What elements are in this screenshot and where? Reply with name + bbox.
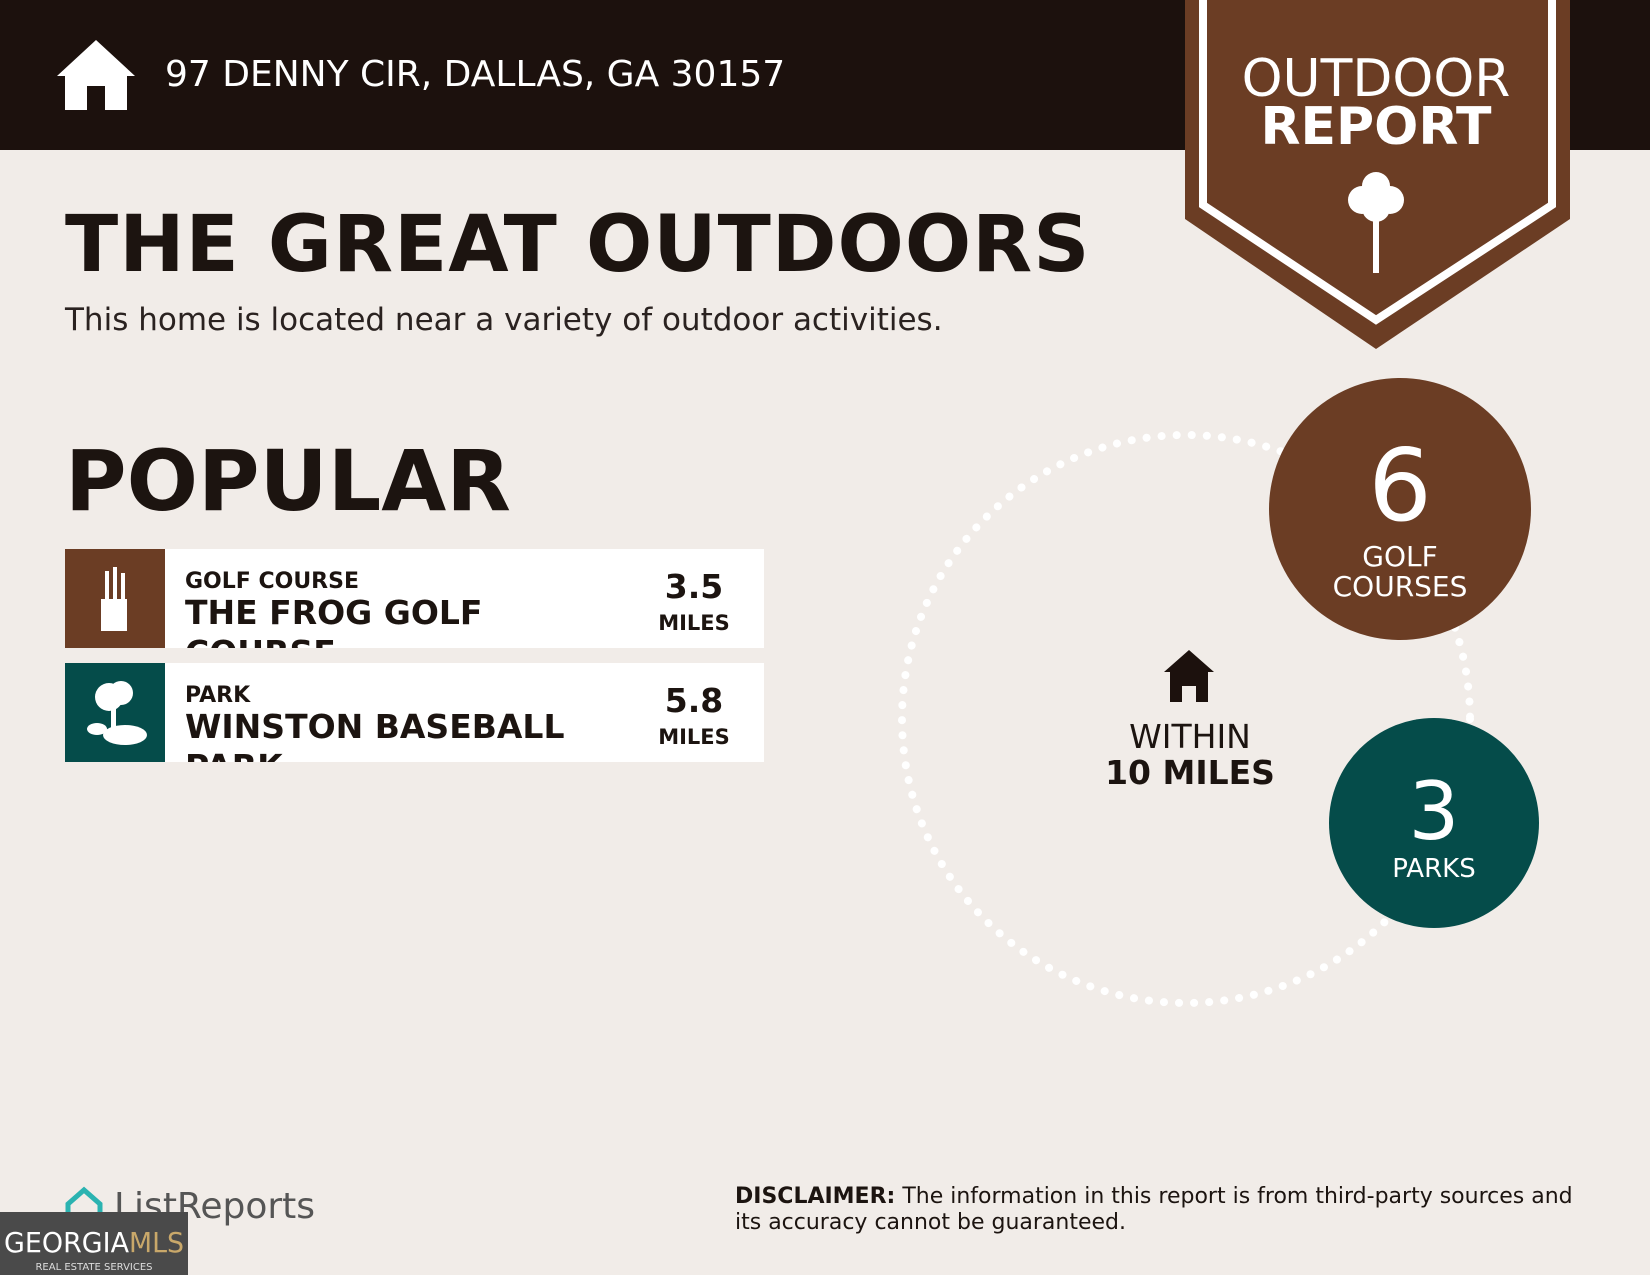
popular-card: PARK WINSTON BASEBALL PARK 5.8 MILES (65, 663, 764, 762)
item-unit: MILES (658, 611, 730, 635)
radius-label: 10 MILES (1105, 753, 1275, 792)
item-name: WINSTON BASEBALL PARK (185, 707, 565, 762)
mls-logo: GEORGIA MLS REAL ESTATE SERVICES (0, 1212, 188, 1275)
popular-card: GOLF COURSE THE FROG GOLF COURSE 3.5 MIL… (65, 549, 764, 648)
golf-count-circle (1269, 378, 1531, 640)
tree-icon (1348, 172, 1404, 273)
golf-count-label: GOLF COURSES (1332, 542, 1468, 603)
golf-icon (65, 549, 165, 648)
mls-name: GEORGIA (4, 1226, 129, 1259)
park-count-label: PARKS (1392, 854, 1475, 884)
disclaimer: DISCLAIMER: The information in this repo… (735, 1184, 1595, 1236)
summary-graphic: WITHIN 10 MILES 6 GOLF COURSES 3 PARKS (898, 378, 1539, 1007)
home-icon (1164, 650, 1214, 702)
park-count-circle (1329, 718, 1539, 928)
mls-tagline: REAL ESTATE SERVICES (35, 1262, 152, 1273)
golf-count: 6 (1368, 427, 1432, 544)
badge-line1: OUTDOOR (1242, 49, 1511, 109)
within-label: WITHIN (1129, 717, 1251, 756)
disclaimer-text: The information in this report is from t… (735, 1184, 1573, 1235)
park-icon (65, 663, 165, 762)
item-distance: 5.8 (664, 681, 724, 720)
item-unit: MILES (658, 725, 730, 749)
item-category: PARK (185, 683, 251, 708)
mls-suffix: MLS (129, 1226, 184, 1259)
home-icon (57, 40, 135, 110)
item-distance: 3.5 (664, 567, 724, 606)
golf-label-box: GOLF COURSES (1332, 542, 1468, 603)
park-count: 3 (1409, 765, 1460, 858)
item-category: GOLF COURSE (185, 569, 359, 594)
title: THE GREAT OUTDOORS (65, 200, 1091, 290)
address: 97 DENNY CIR, DALLAS, GA 30157 (165, 54, 786, 95)
popular-heading: POPULAR (65, 432, 511, 530)
badge-line2: REPORT (1260, 97, 1492, 157)
badge: OUTDOOR REPORT (1185, 0, 1570, 349)
subtitle: This home is located near a variety of o… (65, 302, 943, 338)
disclaimer-label: DISCLAIMER: (735, 1184, 896, 1209)
item-name: THE FROG GOLF COURSE (185, 593, 483, 648)
